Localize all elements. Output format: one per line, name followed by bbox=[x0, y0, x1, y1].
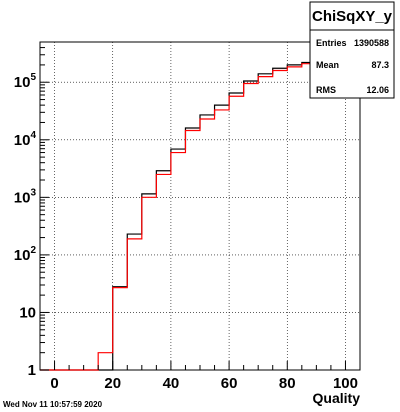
stats-mean-label: Mean bbox=[316, 60, 339, 70]
series-layer bbox=[40, 60, 331, 371]
y-tick-label: 10 bbox=[19, 304, 36, 321]
y-tick-label: 103 bbox=[14, 187, 37, 206]
stats-rms-value: 12.06 bbox=[366, 85, 389, 95]
x-tick-label: 40 bbox=[163, 375, 180, 392]
histogram-series-1 bbox=[40, 60, 331, 371]
axes: 0 20 40 60 80 100 1 10 102 103 104 105 bbox=[14, 41, 361, 392]
stats-box: ChiSqXY_y Entries 1390588 Mean 87.3 RMS … bbox=[309, 1, 395, 99]
stats-box-frame bbox=[309, 1, 395, 99]
timestamp: Wed Nov 11 10:57:59 2020 bbox=[3, 400, 103, 409]
stats-entries-label: Entries bbox=[316, 38, 347, 48]
stats-title: ChiSqXY_y bbox=[312, 8, 393, 25]
y-tick-label: 104 bbox=[14, 130, 37, 149]
x-tick-label: 80 bbox=[279, 375, 296, 392]
y-tick-label: 102 bbox=[14, 245, 37, 264]
stats-rms-label: RMS bbox=[316, 85, 336, 95]
y-tick-label: 105 bbox=[14, 72, 37, 91]
x-tick-label: 0 bbox=[50, 375, 58, 392]
x-tick-label: 100 bbox=[333, 375, 358, 392]
x-axis-title: Quality bbox=[313, 390, 361, 406]
y-tick-label: 1 bbox=[28, 362, 36, 379]
stats-entries-value: 1390588 bbox=[354, 38, 389, 48]
stats-mean-value: 87.3 bbox=[371, 60, 389, 70]
x-tick-label: 20 bbox=[104, 375, 121, 392]
x-tick-label: 60 bbox=[221, 375, 238, 392]
